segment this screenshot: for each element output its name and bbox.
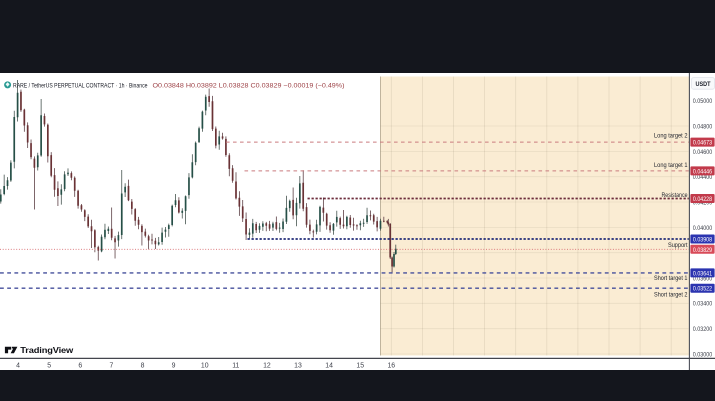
svg-text:0.03600: 0.03600 — [693, 275, 713, 282]
svg-text:0.03829: 0.03829 — [693, 247, 712, 254]
svg-text:0.04400: 0.04400 — [693, 174, 713, 181]
svg-text:10: 10 — [201, 362, 209, 369]
svg-text:Resistance: Resistance — [662, 192, 688, 199]
svg-text:0.03908: 0.03908 — [693, 237, 712, 244]
svg-text:0.03200: 0.03200 — [693, 326, 713, 333]
svg-text:Support: Support — [668, 242, 688, 249]
svg-text:0.04228: 0.04228 — [693, 196, 712, 203]
svg-text:0.03522: 0.03522 — [693, 286, 712, 293]
svg-text:11: 11 — [232, 362, 239, 369]
svg-text:7: 7 — [109, 362, 113, 369]
svg-text:16: 16 — [387, 362, 395, 369]
svg-text:0.03400: 0.03400 — [693, 301, 713, 308]
svg-text:13: 13 — [294, 362, 302, 369]
svg-text:0.04673: 0.04673 — [693, 140, 712, 147]
svg-text:RARE / TetherUS PERPETUAL CONT: RARE / TetherUS PERPETUAL CONTRACT · 1h … — [13, 82, 148, 89]
svg-text:0.04800: 0.04800 — [693, 123, 713, 130]
svg-text:14: 14 — [325, 362, 333, 369]
svg-text:O0.03848 H0.03892 L0.03828 C0.: O0.03848 H0.03892 L0.03828 C0.03829 −0.0… — [153, 82, 345, 89]
svg-text:15: 15 — [356, 362, 364, 369]
svg-text:Short target 1: Short target 1 — [654, 275, 688, 282]
svg-text:9: 9 — [172, 362, 176, 369]
svg-text:0.04446: 0.04446 — [693, 168, 712, 175]
svg-text:USDT: USDT — [696, 81, 711, 88]
svg-text:Long target 2: Long target 2 — [654, 133, 688, 140]
svg-text:0.04000: 0.04000 — [693, 225, 713, 232]
svg-text:4: 4 — [16, 362, 20, 369]
svg-text:8: 8 — [141, 362, 145, 369]
svg-text:TradingView: TradingView — [20, 345, 73, 355]
svg-text:Short target 2: Short target 2 — [654, 291, 688, 298]
svg-text:6: 6 — [78, 362, 82, 369]
svg-text:12: 12 — [263, 362, 271, 369]
svg-text:0.05000: 0.05000 — [693, 98, 713, 105]
svg-text:0.04600: 0.04600 — [693, 149, 713, 156]
svg-text:Long target 1: Long target 1 — [654, 162, 688, 169]
svg-text:0.03000: 0.03000 — [693, 351, 713, 358]
svg-text:5: 5 — [47, 362, 51, 369]
svg-text:0.03641: 0.03641 — [693, 270, 712, 277]
